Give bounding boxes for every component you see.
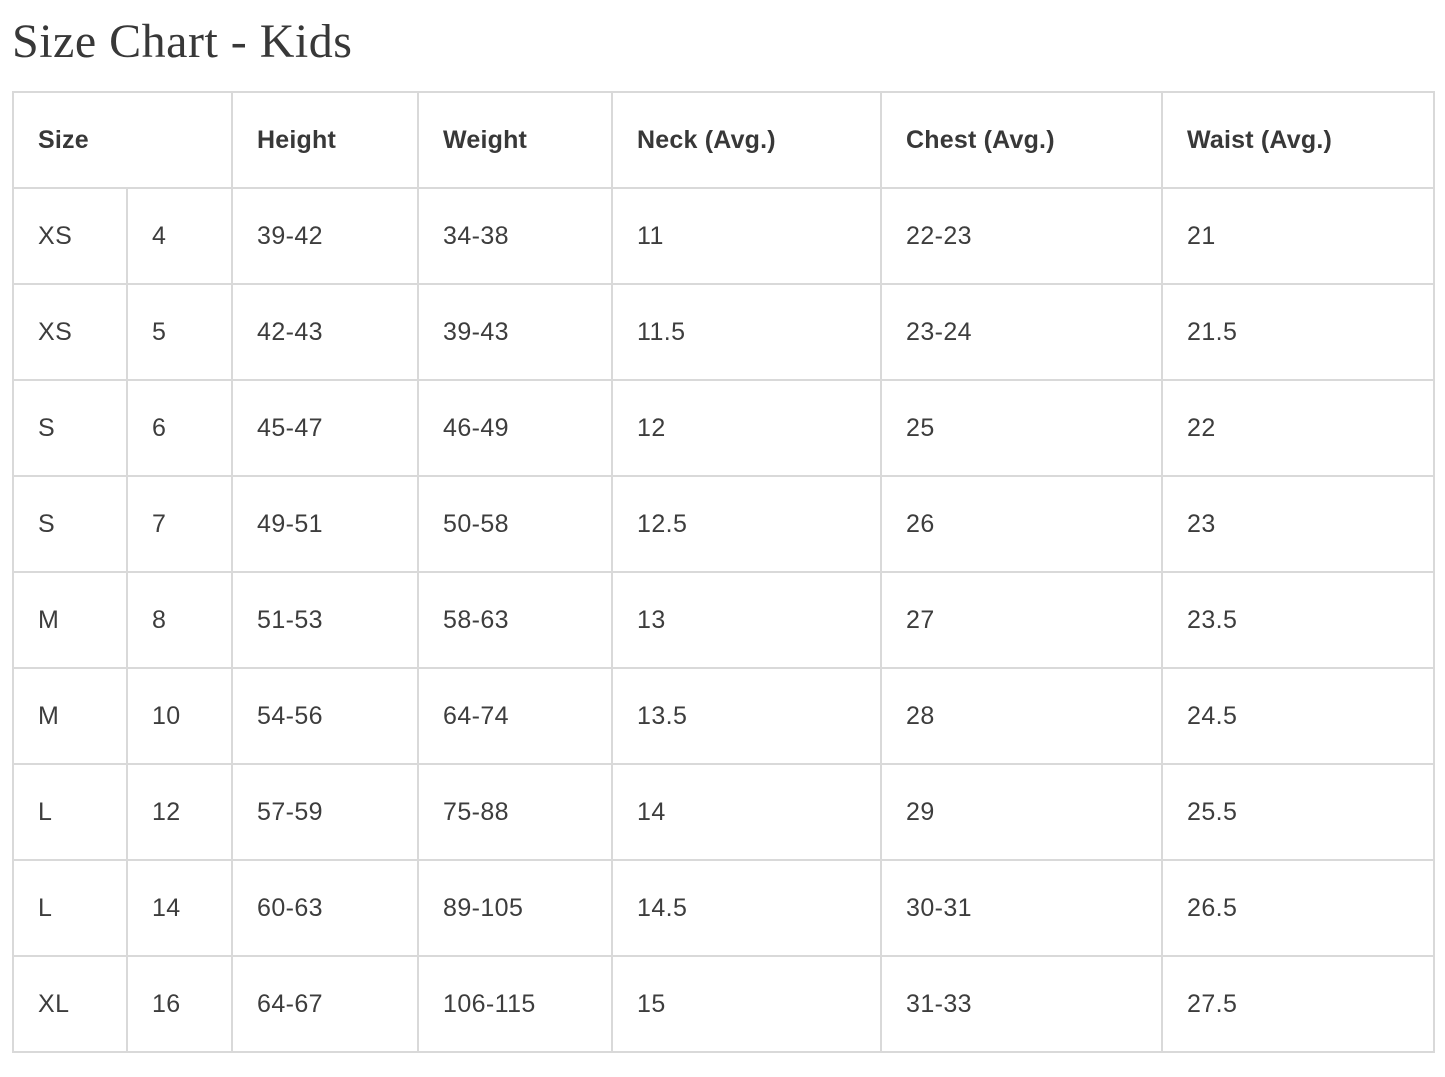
chest-cell: 26: [880, 475, 1164, 574]
neck-cell: 11: [611, 187, 883, 286]
neck-cell: 14.5: [611, 859, 883, 958]
weight-cell: 39-43: [417, 283, 614, 382]
size-number-cell: 8: [125, 571, 234, 670]
size-cell: L: [12, 859, 128, 958]
size-number-cell: 6: [125, 379, 234, 478]
chest-cell: 31-33: [880, 955, 1164, 1054]
waist-cell: 24.5: [1161, 667, 1436, 766]
table-row: M 8 51-53 58-63 13 27 23.5: [12, 571, 1436, 670]
height-cell: 51-53: [231, 571, 420, 670]
height-cell: 39-42: [231, 187, 420, 286]
size-cell: XS: [12, 187, 128, 286]
size-number-cell: 10: [125, 667, 234, 766]
chest-cell: 22-23: [880, 187, 1164, 286]
neck-cell: 14: [611, 763, 883, 862]
header-row: Size Height Weight Neck (Avg.) Chest (Av…: [11, 91, 1436, 190]
waist-cell: 21: [1161, 187, 1436, 286]
table-row: XS 5 42-43 39-43 11.5 23-24 21.5: [12, 283, 1436, 382]
size-cell: S: [12, 475, 128, 574]
neck-cell: 12: [611, 379, 883, 478]
size-cell: XL: [12, 955, 128, 1054]
size-cell: M: [12, 667, 128, 766]
table-body: XS 4 39-42 34-38 11 22-23 21 XS 5 42-43 39-43 11.5 2…: [12, 187, 1436, 1054]
chest-cell: 27: [880, 571, 1164, 670]
column-header-chest: Chest (Avg.): [880, 91, 1164, 190]
size-number-cell: 5: [125, 283, 234, 382]
size-number-cell: 12: [125, 763, 234, 862]
height-cell: 42-43: [231, 283, 420, 382]
chest-cell: 23-24: [880, 283, 1164, 382]
weight-cell: 50-58: [417, 475, 614, 574]
neck-cell: 11.5: [611, 283, 883, 382]
height-cell: 45-47: [231, 379, 420, 478]
table-row: XL 16 64-67 106-115 15 31-33 27.5: [12, 955, 1436, 1054]
size-cell: L: [12, 763, 128, 862]
column-header-weight: Weight: [417, 91, 614, 190]
neck-cell: 12.5: [611, 475, 883, 574]
table-row: S 7 49-51 50-58 12.5 26 23: [12, 475, 1436, 574]
waist-cell: 21.5: [1161, 283, 1436, 382]
size-cell: S: [12, 379, 128, 478]
page-title: Size Chart - Kids: [12, 15, 353, 68]
table-row: L 14 60-63 89-105 14.5 30-31 26.5: [12, 859, 1436, 958]
height-cell: 57-59: [231, 763, 420, 862]
column-header-neck: Neck (Avg.): [611, 91, 883, 190]
column-header-waist: Waist (Avg.): [1161, 91, 1436, 190]
weight-cell: 58-63: [417, 571, 614, 670]
column-header-size: Size: [11, 91, 234, 190]
waist-cell: 26.5: [1161, 859, 1436, 958]
table-row: L 12 57-59 75-88 14 29 25.5: [12, 763, 1436, 862]
weight-cell: 34-38: [417, 187, 614, 286]
neck-cell: 15: [611, 955, 883, 1054]
height-cell: 60-63: [231, 859, 420, 958]
waist-cell: 25.5: [1161, 763, 1436, 862]
table-row: XS 4 39-42 34-38 11 22-23 21: [12, 187, 1436, 286]
chest-cell: 25: [880, 379, 1164, 478]
height-cell: 54-56: [231, 667, 420, 766]
size-number-cell: 7: [125, 475, 234, 574]
size-cell: XS: [12, 283, 128, 382]
waist-cell: 23: [1161, 475, 1436, 574]
table-row: S 6 45-47 46-49 12 25 22: [12, 379, 1436, 478]
weight-cell: 75-88: [417, 763, 614, 862]
waist-cell: 27.5: [1161, 955, 1436, 1054]
column-header-height: Height: [231, 91, 420, 190]
neck-cell: 13: [611, 571, 883, 670]
size-chart-table: Size Height Weight Neck (Avg.) Chest (Av…: [11, 91, 1436, 1054]
size-number-cell: 16: [125, 955, 234, 1054]
weight-cell: 64-74: [417, 667, 614, 766]
size-cell: M: [12, 571, 128, 670]
weight-cell: 46-49: [417, 379, 614, 478]
neck-cell: 13.5: [611, 667, 883, 766]
weight-cell: 89-105: [417, 859, 614, 958]
chest-cell: 29: [880, 763, 1164, 862]
size-number-cell: 4: [125, 187, 234, 286]
size-number-cell: 14: [125, 859, 234, 958]
waist-cell: 22: [1161, 379, 1436, 478]
waist-cell: 23.5: [1161, 571, 1436, 670]
height-cell: 49-51: [231, 475, 420, 574]
chest-cell: 28: [880, 667, 1164, 766]
weight-cell: 106-115: [417, 955, 614, 1054]
height-cell: 64-67: [231, 955, 420, 1054]
table-row: M 10 54-56 64-74 13.5 28 24.5: [12, 667, 1436, 766]
chest-cell: 30-31: [880, 859, 1164, 958]
